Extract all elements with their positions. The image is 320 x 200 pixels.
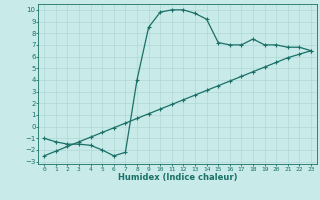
X-axis label: Humidex (Indice chaleur): Humidex (Indice chaleur)	[118, 173, 237, 182]
